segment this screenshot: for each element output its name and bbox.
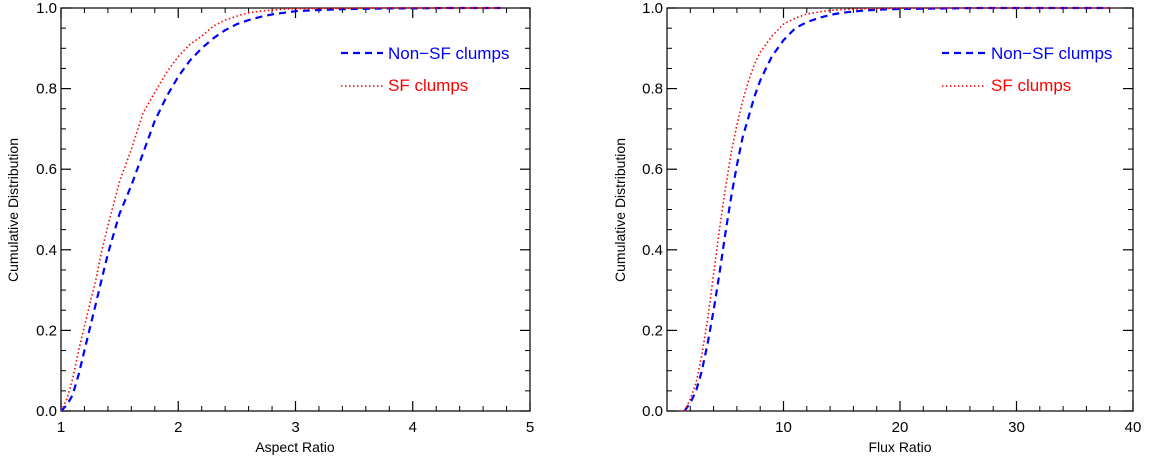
x-tick-label: 40	[1125, 419, 1142, 436]
series-layer	[60, 6, 501, 412]
y-tick-label: 1.0	[642, 0, 663, 17]
y-axis-title: Cumulative Distribution	[5, 138, 21, 282]
x-tick-label: 4	[409, 419, 417, 436]
series-line-non-sf	[683, 6, 1110, 412]
legend-label-sf: SF clumps	[991, 76, 1071, 95]
series-line-sf	[683, 7, 1110, 412]
x-tick-label: 30	[1008, 419, 1025, 436]
y-tick-label: 0.4	[36, 242, 57, 259]
x-tick-label: 10	[775, 419, 792, 436]
y-tick-label: 0.6	[36, 161, 57, 178]
legend-label-sf: SF clumps	[388, 76, 468, 95]
y-tick-label: 0.6	[642, 161, 663, 178]
y-tick-label: 0.8	[36, 81, 57, 98]
y-tick-label: 0.8	[642, 81, 663, 98]
series-layer	[683, 6, 1110, 412]
aspect-ratio-chart: 1 2 3 4 5 0.0 0.2 0.4 0.6 0.8 1.0 Aspect Ratio Cu…	[5, 0, 534, 455]
plot-frame	[60, 7, 531, 412]
minor-ticks	[666, 8, 1133, 411]
x-tick-label: 1	[57, 419, 65, 436]
series-line-sf	[60, 7, 501, 412]
y-tick-label: 0.0	[642, 403, 663, 420]
legend-label-non-sf: Non−SF clumps	[388, 44, 509, 63]
y-tick-label: 1.0	[36, 0, 57, 17]
legend: Non−SF clumps SF clumps	[942, 44, 1112, 95]
y-tick-label: 0.0	[36, 403, 57, 420]
x-tick-labels: 10 20 30 40	[775, 419, 1141, 436]
y-axis-title: Cumulative Distribution	[612, 138, 628, 282]
major-ticks	[60, 7, 531, 412]
legend-label-non-sf: Non−SF clumps	[991, 44, 1112, 63]
plot-frame	[666, 7, 1134, 412]
series-line-non-sf	[60, 6, 501, 412]
flux-ratio-chart: 10 20 30 40 0.0 0.2 0.4 0.6 0.8 1.0 Flux Ratio C…	[612, 0, 1141, 455]
x-tick-label: 2	[174, 419, 182, 436]
major-ticks	[667, 7, 1134, 412]
x-tick-label: 20	[892, 419, 909, 436]
y-tick-labels: 0.0 0.2 0.4 0.6 0.8 1.0	[36, 0, 57, 420]
y-tick-label: 0.2	[36, 322, 57, 339]
y-tick-labels: 0.0 0.2 0.4 0.6 0.8 1.0	[642, 0, 663, 420]
minor-ticks	[61, 8, 530, 411]
x-tick-label: 5	[526, 419, 534, 436]
y-tick-label: 0.2	[642, 322, 663, 339]
x-axis-title: Flux Ratio	[868, 439, 931, 455]
legend: Non−SF clumps SF clumps	[341, 44, 509, 95]
y-tick-label: 0.4	[642, 242, 663, 259]
x-axis-title: Aspect Ratio	[255, 439, 335, 455]
x-tick-label: 3	[291, 419, 299, 436]
x-tick-labels: 1 2 3 4 5	[57, 419, 534, 436]
